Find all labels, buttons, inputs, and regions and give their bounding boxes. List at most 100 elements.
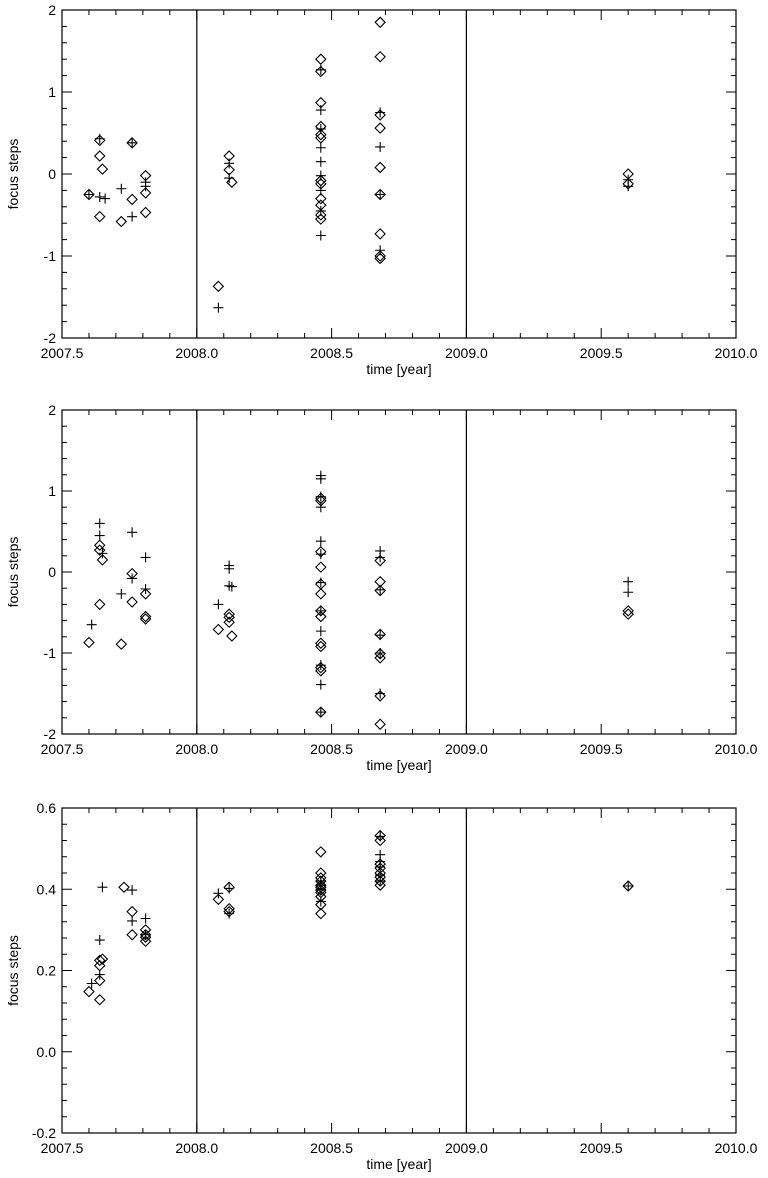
x-tick-label: 2009.0 [445,345,488,361]
plus-data-point [315,170,326,181]
plus-data-point [315,536,326,547]
plus-data-point [375,552,386,563]
plus-data-point [315,205,326,216]
diamond-data-point [139,610,152,623]
diamond-data-point [315,588,327,600]
diamond-data-point [315,209,327,221]
x-tick-label: 2010.0 [715,1140,758,1156]
plus-data-point [375,831,386,842]
plus-data-point [375,688,386,699]
y-tick-label: -2 [44,330,57,346]
plus-data-point [224,883,235,894]
plus-data-point [623,181,634,192]
y-tick-label: 0 [48,564,56,580]
diamond-data-point [126,596,138,608]
diamond-data-point [315,661,327,674]
diamond-data-point [315,610,327,623]
diamond-data-point [139,206,152,219]
plus-data-point [375,648,386,658]
diamond-data-point [126,193,138,206]
diamond-data-point [212,280,225,293]
diamond-data-point [315,846,327,858]
y-axis-label: focus steps [5,139,21,210]
diamond-data-point [315,898,327,911]
plus-data-point [127,211,138,222]
plus-data-point [127,137,138,148]
plus-data-point [97,882,108,893]
plus-data-point [94,935,105,946]
chart-panel-3: 2007.5 2008.0 2008.5 2009.0 2009.5 2010.0 -0.2… [5,800,758,1172]
diamond-data-point [83,636,95,649]
diamond-data-point [315,665,327,677]
diamond-data-point [374,122,386,134]
diamond-data-point [93,544,106,556]
plus-data-point [86,978,97,989]
diamond-data-point [374,161,386,174]
plus-data-point [315,123,326,134]
diamond-data-point [96,554,109,566]
plus-data-point [94,530,105,541]
y-tick-label: -2 [44,726,57,742]
x-tick-label: 2008.5 [310,345,353,361]
x-tick-label: 2008.5 [310,741,353,757]
plus-data-point [94,133,105,144]
diamond-data-point [315,907,327,920]
diamond-data-point [374,718,386,731]
diamond-data-point [315,53,327,65]
diamond-data-point [315,640,327,653]
diamond-data-point [96,163,109,175]
diamond-data-point [212,893,225,906]
plus-data-point [140,913,151,924]
x-tick-label: 2009.5 [580,741,623,757]
plus-data-point [127,915,138,926]
diamond-data-point [374,652,386,664]
diamond-data-point [374,228,386,240]
diamond-data-point [374,109,386,121]
plus-data-point [623,587,634,598]
diamond-data-point [126,905,138,918]
plus-data-point [315,105,326,116]
plus-data-point [315,679,326,690]
x-tick-label: 2008.5 [310,1140,353,1156]
diamond-data-point [374,584,386,597]
diamond-data-point [139,588,152,600]
plus-data-point [94,191,105,202]
plus-data-point [315,502,326,513]
y-tick-label: 1 [48,483,56,499]
plus-data-point [623,576,634,587]
chart-panel-2: 2007.5 2008.0 2008.5 2009.0 2009.5 2010.0 -2 -1… [5,402,758,773]
diamond-data-point [374,834,386,847]
y-tick-label: 0.6 [37,800,57,816]
y-tick-label: 0 [48,166,56,182]
x-tick-label: 2009.0 [445,1140,488,1156]
y-tick-label: -1 [44,248,57,264]
x-tick-label: 2010.0 [715,345,758,361]
plus-data-point [140,552,151,563]
diamond-data-point [93,539,106,552]
diamond-data-point [374,252,386,265]
plus-data-point [83,189,94,200]
diamond-data-point [93,210,106,223]
y-tick-label: 0.2 [37,963,57,979]
plot-frame [61,9,737,339]
x-tick-label: 2008.0 [175,1140,218,1156]
diamond-data-point [315,637,327,650]
diamond-data-point [374,250,386,262]
diamond-data-point [226,630,238,642]
plus-data-point [213,888,224,899]
y-tick-label: -1 [44,645,57,661]
plus-data-point [224,908,235,919]
y-tick-label: 2 [48,2,56,18]
diamond-data-point [83,985,95,998]
plus-data-point [315,142,326,153]
plot-frame [61,409,737,735]
diamond-data-point [315,132,327,144]
plus-data-point [224,580,235,591]
diamond-data-point [315,213,327,225]
plus-data-point [127,573,138,584]
plus-data-point [224,158,235,169]
plus-data-point [375,141,386,152]
y-axis-label: focus steps [5,537,21,608]
y-tick-label: 0.0 [37,1044,57,1060]
x-tick-label: 2008.0 [175,345,218,361]
